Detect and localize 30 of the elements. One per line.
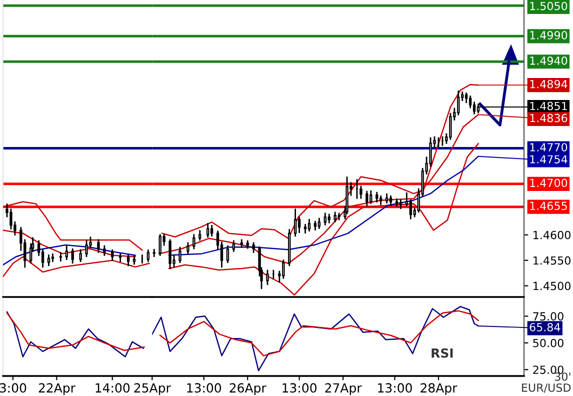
y-tick-label: 25.00 (533, 366, 564, 374)
x-tick-label: 14:00 (96, 383, 130, 393)
ref-line-label: 1.4990 (530, 30, 568, 40)
ref-line-label: 1.4940 (530, 56, 568, 65)
x-tick-label: 25Apr (134, 383, 171, 396)
x-tick-label: 22Apr (38, 383, 76, 396)
ref-line-label: 1.5050 (530, 2, 568, 10)
x-tick-label: 3:00 (0, 383, 26, 393)
y-tick-label: 1.4500 (534, 282, 570, 290)
ref-line-label: 1.4770 (530, 143, 568, 152)
x-tick-label: 13:00 (187, 383, 222, 393)
text: 1.4851 (530, 102, 567, 110)
y-tick-label: 1.4600 (534, 230, 570, 240)
y-tick-label: 50.00 (533, 338, 564, 348)
text: EUR/USD (522, 383, 571, 393)
data-label: 1.4754 (530, 155, 568, 164)
x-tick-label: 26Apr (230, 383, 266, 396)
text: 30' (554, 372, 570, 381)
y-tick-label: 75.00 (533, 312, 564, 321)
annotation: RSI (432, 348, 453, 358)
data-label: 1.4894 (530, 80, 568, 88)
x-tick-label: 28Apr (420, 383, 458, 396)
ref-line-label: 1.4655 (530, 202, 567, 210)
x-tick-label: 13:00 (378, 383, 412, 393)
ref-line-label: 1.4700 (530, 178, 568, 188)
y-tick-label: 1.4550 (534, 256, 570, 265)
x-tick-label: 13:00 (282, 383, 316, 393)
x-tick-label: 27Apr (325, 383, 362, 396)
data-label: 65.84 (530, 322, 560, 332)
data-label: 1.4836 (530, 114, 568, 122)
